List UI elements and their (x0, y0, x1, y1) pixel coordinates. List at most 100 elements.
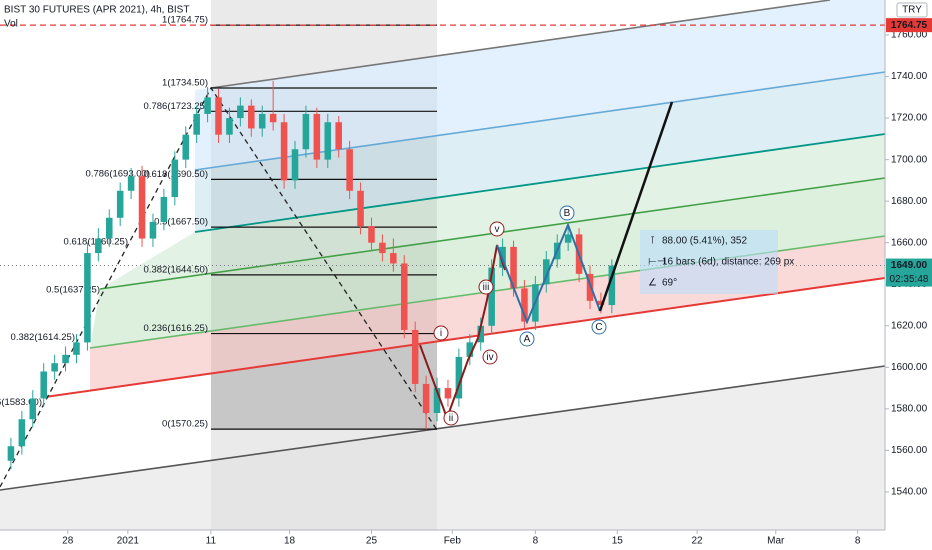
projection-line (598, 101, 674, 312)
candle-body (302, 113, 310, 150)
channel-fill-blue (195, 72, 885, 232)
candle-body (215, 97, 222, 135)
candle-body (335, 122, 342, 150)
channel-line (194, 133, 886, 233)
chart-title: BIST 30 FUTURES (APR 2021), 4h, BIST (4, 5, 189, 16)
left-fib-label: 0.382(1614.25) (11, 332, 75, 343)
candle-body (127, 176, 135, 191)
channel-line (44, 277, 886, 398)
fib-label: 0.382(1644.50) (144, 264, 208, 275)
candle-body (62, 354, 69, 364)
candle-body (171, 159, 179, 198)
fib-label: 1(1764.75) (162, 15, 208, 26)
candle-body (488, 267, 495, 326)
last-price-label: 1649.00 (891, 260, 928, 271)
x-tick-label: 8 (855, 536, 861, 547)
candle-body (248, 105, 255, 129)
candle-body (29, 398, 37, 420)
y-tick-label: 1600.00 (891, 362, 928, 373)
axes: 1540.001560.001580.001600.001620.001640.… (62, 18, 932, 547)
measure-icon: ⊺ (650, 236, 655, 247)
corrective-wave (496, 222, 601, 325)
y-tick-label: 1560.00 (891, 445, 928, 456)
y-tick-label: 1660.00 (891, 237, 928, 248)
x-tick-label: Mar (767, 536, 785, 547)
candle-body (357, 190, 364, 227)
left-fib-label: 0.786(1693.00) (86, 169, 150, 180)
x-tick-label: 8 (533, 536, 539, 547)
y-tick-label: 1740.00 (891, 71, 928, 82)
alert-tag (886, 18, 932, 33)
y-tick-label: 1580.00 (891, 403, 928, 414)
candle-body (237, 105, 244, 119)
currency-box (896, 2, 928, 18)
currency: TRY (902, 5, 922, 16)
candle-body (280, 122, 288, 181)
candle-body (433, 388, 441, 414)
channel-line (194, 71, 886, 171)
volume-legend: Vol (4, 19, 18, 30)
candle-body (390, 253, 397, 264)
wave-circle (591, 319, 607, 335)
fib-label: 0.236(1616.25) (144, 323, 208, 334)
channel-line (210, 0, 831, 89)
wave-label: C (595, 322, 602, 333)
channel-fill-teal (100, 134, 885, 289)
alert-tag-label: 1764.75 (891, 20, 928, 31)
channel-fill-gray (0, 366, 885, 530)
measure-texts: ⊺ 88.00 (5.41%), 352 ⊢⊣ 16 bars (6d), di… (648, 236, 794, 289)
y-tick-label: 1540.00 (891, 487, 928, 498)
wave-circle (478, 279, 494, 295)
measure-price: 88.00 (5.41%), 352 (662, 236, 747, 247)
x-tick-label: Feb (444, 536, 462, 547)
measure-bars: 16 bars (6d), distance: 269 px (662, 257, 794, 268)
candle-body (586, 273, 594, 301)
candle-body (160, 197, 168, 222)
candle-body (193, 113, 200, 135)
candle-body (291, 149, 299, 181)
candle-body (182, 134, 190, 160)
candle-body (95, 238, 102, 254)
candle-body (73, 342, 80, 355)
channel-line (0, 365, 886, 491)
wave-circle (433, 325, 449, 341)
candle-body (455, 356, 463, 399)
wave-label: A (524, 334, 531, 345)
fib-label: 0.786(1723.25) (144, 101, 208, 112)
y-tick-label: 1760.00 (891, 30, 928, 41)
y-tick-label: 1680.00 (891, 196, 928, 207)
measure-angle: 69° (662, 278, 677, 289)
fib-label: 0(1570.25) (162, 419, 208, 430)
candle-body (84, 253, 91, 343)
candle-body (149, 221, 157, 239)
fib-label: 0.5(1667.50) (154, 217, 208, 228)
candle-body (444, 388, 452, 399)
countdown: 02:35:48 (890, 274, 929, 285)
channel-fill-green (90, 178, 885, 348)
x-tick-label: 25 (366, 536, 378, 547)
wave-circle (482, 349, 498, 365)
candle-body (324, 122, 332, 160)
wave-circle (489, 221, 505, 237)
candle-body (608, 265, 616, 306)
candle-body (466, 342, 474, 357)
wave-circle (519, 331, 535, 347)
candle-body (379, 242, 386, 254)
time-axis-panel (0, 530, 932, 550)
y-tick-label: 1620.00 (891, 320, 928, 331)
measure-icon: ∠ (648, 278, 657, 289)
candle-body (7, 446, 15, 461)
candle-body (521, 288, 528, 322)
candle-body (543, 259, 550, 285)
left-fib-label: 0.5(1637.25) (46, 284, 100, 295)
candle-body (597, 300, 605, 306)
candle-body (510, 246, 517, 289)
candle-body (51, 363, 58, 372)
x-tick-label: 18 (284, 536, 296, 547)
measure-box (640, 230, 778, 294)
fib-label: 1(1734.50) (162, 77, 208, 88)
wave-circle (443, 410, 459, 426)
candle-body (204, 97, 211, 114)
wave-label: i (440, 328, 442, 339)
